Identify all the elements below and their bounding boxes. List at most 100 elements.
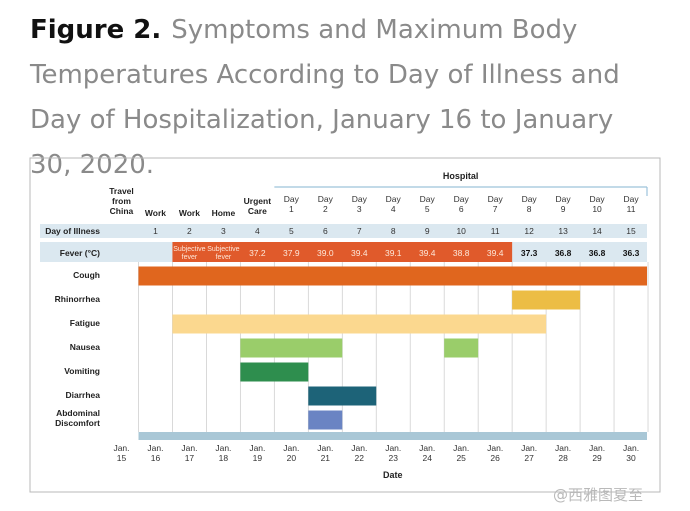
- illness-day-value: 13: [558, 226, 568, 236]
- activity-label: Work: [179, 208, 200, 218]
- illness-day-value: 4: [255, 226, 260, 236]
- illness-day-value: 5: [289, 226, 294, 236]
- fever-value: 39.0: [317, 248, 334, 258]
- symptom-bar-vomiting: [240, 362, 309, 382]
- illness-day-value: 10: [456, 226, 466, 236]
- date-day-label: 15: [117, 453, 127, 463]
- fever-value: 38.8: [453, 248, 470, 258]
- hospital-day-label: Day: [488, 194, 504, 204]
- symptom-label: Abdominal: [56, 408, 100, 418]
- fever-value: 36.8: [589, 248, 606, 258]
- illness-day-value: 6: [323, 226, 328, 236]
- hospital-day-number: 5: [425, 204, 430, 214]
- symptom-label-line2: Discomfort: [55, 418, 100, 428]
- hospital-label: Hospital: [443, 171, 479, 181]
- fever-colored-band: [172, 242, 513, 262]
- fever-value: 37.2: [249, 248, 266, 258]
- hospital-day-label: Day: [522, 194, 538, 204]
- symptom-bar-nausea: [240, 338, 343, 358]
- illness-day-band: [40, 224, 647, 238]
- activity-label: Care: [248, 206, 267, 216]
- date-day-label: 20: [287, 453, 297, 463]
- hospital-day-number: 7: [493, 204, 498, 214]
- date-month-label: Jan.: [181, 443, 197, 453]
- figure-title: Symptoms and Maximum Body Temperatures A…: [30, 15, 620, 180]
- fever-value: 39.4: [419, 248, 436, 258]
- fever-value: 36.8: [555, 248, 572, 258]
- illness-day-value: 12: [524, 226, 534, 236]
- illness-day-value: 14: [592, 226, 602, 236]
- symptom-label: Rhinorrhea: [55, 294, 101, 304]
- date-month-label: Jan.: [521, 443, 537, 453]
- hospital-day-label: Day: [284, 194, 300, 204]
- activity-label: Work: [145, 208, 166, 218]
- fever-value: 39.4: [487, 248, 504, 258]
- hospital-day-number: 10: [592, 204, 602, 214]
- hospital-day-label: Day: [590, 194, 606, 204]
- date-axis-band: [138, 432, 647, 440]
- symptom-label: Fatigue: [70, 318, 100, 328]
- hospital-day-number: 3: [357, 204, 362, 214]
- fever-value: 39.1: [385, 248, 402, 258]
- hospital-day-number: 6: [459, 204, 464, 214]
- illness-day-value: 8: [391, 226, 396, 236]
- row-label-day-of-illness: Day of Illness: [45, 226, 100, 236]
- date-month-label: Jan.: [453, 443, 469, 453]
- illness-day-value: 11: [491, 226, 500, 236]
- date-month-label: Jan.: [351, 443, 367, 453]
- date-day-label: 19: [253, 453, 263, 463]
- hospital-day-label: Day: [352, 194, 368, 204]
- date-month-label: Jan.: [113, 443, 129, 453]
- chart-frame: [29, 157, 661, 493]
- date-day-label: 27: [524, 453, 534, 463]
- date-month-label: Jan.: [215, 443, 231, 453]
- date-month-label: Jan.: [249, 443, 265, 453]
- date-month-label: Jan.: [419, 443, 435, 453]
- x-axis-label: Date: [383, 470, 403, 480]
- date-month-label: Jan.: [589, 443, 605, 453]
- date-day-label: 23: [389, 453, 399, 463]
- figure-caption: Figure 2. Symptoms and Maximum Body Tempe…: [30, 8, 660, 188]
- hospital-day-number: 1: [289, 204, 294, 214]
- hospital-day-label: Day: [386, 194, 402, 204]
- date-month-label: Jan.: [555, 443, 571, 453]
- illness-day-value: 2: [187, 226, 192, 236]
- activity-label: Home: [212, 208, 236, 218]
- fever-value: 37.9: [283, 248, 300, 258]
- date-day-label: 28: [558, 453, 568, 463]
- symptom-bar-diarrhea: [308, 386, 377, 406]
- illness-day-value: 9: [425, 226, 430, 236]
- illness-day-value: 7: [357, 226, 362, 236]
- hospital-day-number: 8: [527, 204, 532, 214]
- hospital-day-label: Day: [623, 194, 639, 204]
- date-day-label: 21: [321, 453, 331, 463]
- date-month-label: Jan.: [623, 443, 639, 453]
- fever-value: Subjective: [173, 246, 205, 253]
- date-month-label: Jan.: [487, 443, 503, 453]
- symptom-bar-rhinorrhea: [512, 290, 581, 310]
- date-month-label: Jan.: [283, 443, 299, 453]
- symptom-label: Diarrhea: [66, 390, 101, 400]
- row-label-fever: Fever (°C): [60, 248, 100, 258]
- symptom-bar-fatigue: [172, 314, 547, 334]
- fever-value: Subjective: [207, 246, 239, 253]
- illness-day-value: 15: [626, 226, 636, 236]
- date-day-label: 17: [185, 453, 195, 463]
- fever-value: 37.3: [521, 248, 538, 258]
- date-day-label: 30: [626, 453, 636, 463]
- illness-day-value: 1: [153, 226, 158, 236]
- symptom-label: Cough: [73, 270, 100, 280]
- hospital-day-label: Day: [454, 194, 470, 204]
- fever-value-unit: fever: [182, 254, 198, 261]
- date-day-label: 29: [592, 453, 602, 463]
- watermark: @西雅图夏至: [553, 486, 644, 504]
- hospital-day-label: Day: [318, 194, 334, 204]
- hospital-day-number: 9: [561, 204, 566, 214]
- date-month-label: Jan.: [385, 443, 401, 453]
- fever-value: 36.3: [623, 248, 640, 258]
- illness-day-value: 3: [221, 226, 226, 236]
- symptom-bar-nausea: [444, 338, 479, 358]
- hospital-day-number: 2: [323, 204, 328, 214]
- date-day-label: 24: [422, 453, 432, 463]
